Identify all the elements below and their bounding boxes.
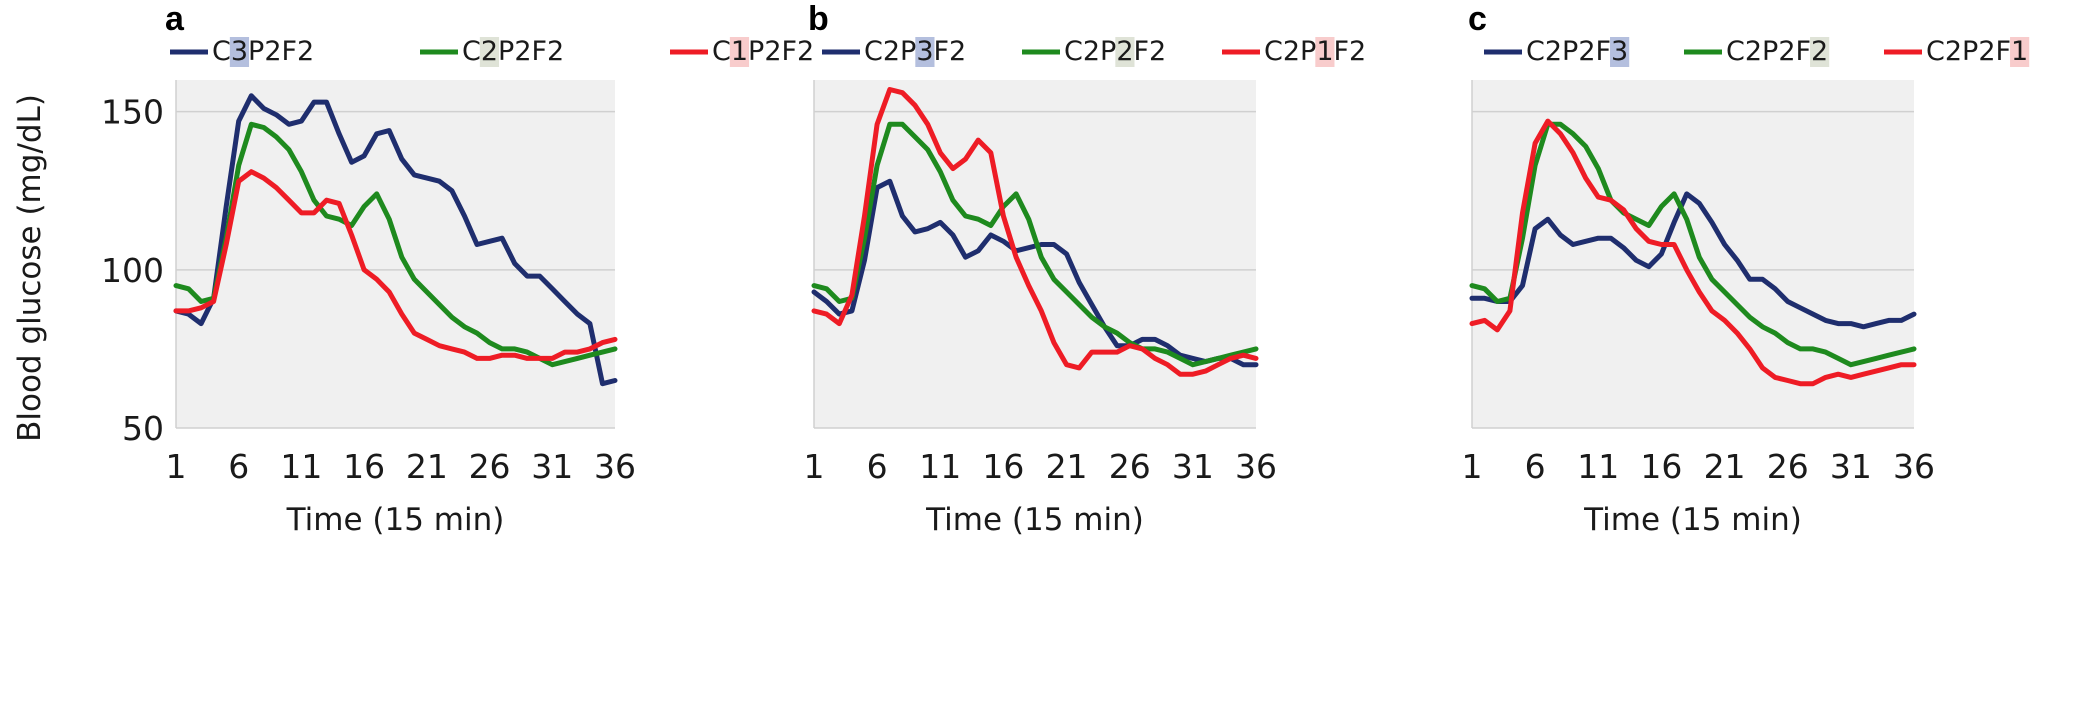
x-tick-label: 16 bbox=[1640, 447, 1682, 486]
x-tick-label: 26 bbox=[1109, 447, 1151, 486]
x-axis-title: Time (15 min) bbox=[925, 502, 1144, 538]
legend-item-C1P2F2: C1P2F2 bbox=[670, 36, 814, 67]
x-tick-label: 11 bbox=[1577, 447, 1619, 486]
legend-highlight bbox=[479, 37, 500, 67]
panel-letter: b bbox=[808, 0, 829, 38]
legend-highlight bbox=[1115, 37, 1135, 67]
legend-highlight bbox=[915, 37, 935, 67]
legend-label: C3P2F2 bbox=[212, 36, 314, 67]
legend-item-C2P1F2: C2P1F2 bbox=[1222, 36, 1366, 67]
x-tick-label: 36 bbox=[1893, 447, 1935, 486]
plot-background bbox=[176, 80, 615, 428]
x-tick-label: 6 bbox=[867, 447, 888, 486]
legend-label: C2P2F2 bbox=[1726, 36, 1828, 67]
legend-label: C2P2F1 bbox=[1926, 36, 2028, 67]
y-axis-title: Blood glucose (mg/dL) bbox=[12, 94, 48, 442]
legend-highlight bbox=[2010, 37, 2030, 67]
x-tick-label: 6 bbox=[228, 447, 249, 486]
legend-item-C2P3F2: C2P3F2 bbox=[822, 36, 966, 67]
legend-highlight bbox=[1610, 37, 1630, 67]
legend-highlight bbox=[229, 37, 250, 67]
legend-item-C2P2F2: C2P2F2 bbox=[420, 36, 564, 67]
x-tick-label: 36 bbox=[1235, 447, 1277, 486]
legend-highlight bbox=[1315, 37, 1335, 67]
x-tick-label: 11 bbox=[919, 447, 961, 486]
y-tick-label: 150 bbox=[101, 93, 164, 132]
legend-label: C2P1F2 bbox=[1264, 36, 1366, 67]
x-tick-label: 16 bbox=[343, 447, 385, 486]
x-tick-label: 36 bbox=[594, 447, 636, 486]
x-tick-label: 21 bbox=[1046, 447, 1088, 486]
x-tick-label: 1 bbox=[1462, 447, 1483, 486]
legend-label: C2P2F2 bbox=[462, 36, 564, 67]
x-tick-label: 16 bbox=[982, 447, 1024, 486]
y-tick-label: 50 bbox=[122, 409, 164, 448]
y-tick-label: 100 bbox=[101, 251, 164, 290]
panel-letter: c bbox=[1468, 0, 1487, 38]
x-tick-label: 1 bbox=[804, 447, 825, 486]
x-tick-label: 6 bbox=[1525, 447, 1546, 486]
x-axis-title: Time (15 min) bbox=[286, 502, 505, 538]
legend-label: C2P2F3 bbox=[1526, 36, 1628, 67]
legend-item-C2P2F3: C2P2F3 bbox=[1484, 36, 1630, 67]
legend-item-C3P2F2: C3P2F2 bbox=[170, 36, 314, 67]
panel-letter: a bbox=[165, 0, 185, 38]
legend-highlight bbox=[1810, 37, 1830, 67]
legend-item-C2P2F1: C2P2F1 bbox=[1884, 36, 2030, 67]
x-tick-label: 21 bbox=[406, 447, 448, 486]
series-line-C3P2F2 bbox=[173, 93, 618, 387]
legend-label: C2P2F2 bbox=[1064, 36, 1166, 67]
series-line-C2P2F3 bbox=[1469, 191, 1917, 330]
x-tick-label: 31 bbox=[1172, 447, 1214, 486]
legend-highlight bbox=[729, 37, 750, 67]
legend-item-C2P2F2: C2P2F2 bbox=[1022, 36, 1166, 67]
x-tick-label: 31 bbox=[531, 447, 573, 486]
x-tick-label: 1 bbox=[166, 447, 187, 486]
x-tick-label: 11 bbox=[280, 447, 322, 486]
series-line-C2P1F2 bbox=[811, 87, 1259, 377]
series-line-C1P2F2 bbox=[173, 169, 618, 361]
x-tick-label: 26 bbox=[469, 447, 511, 486]
series-line-C2P2F1 bbox=[1469, 118, 1917, 387]
series-line-C2P2F2 bbox=[1469, 121, 1917, 368]
x-axis-title: Time (15 min) bbox=[1583, 502, 1802, 538]
legend-label: C2P3F2 bbox=[864, 36, 966, 67]
x-tick-label: 31 bbox=[1830, 447, 1872, 486]
x-tick-label: 21 bbox=[1704, 447, 1746, 486]
legend-label: C1P2F2 bbox=[712, 36, 814, 67]
legend-item-C2P2F2: C2P2F2 bbox=[1684, 36, 1830, 67]
series-line-C2P2F2 bbox=[811, 121, 1259, 368]
x-tick-label: 26 bbox=[1767, 447, 1809, 486]
